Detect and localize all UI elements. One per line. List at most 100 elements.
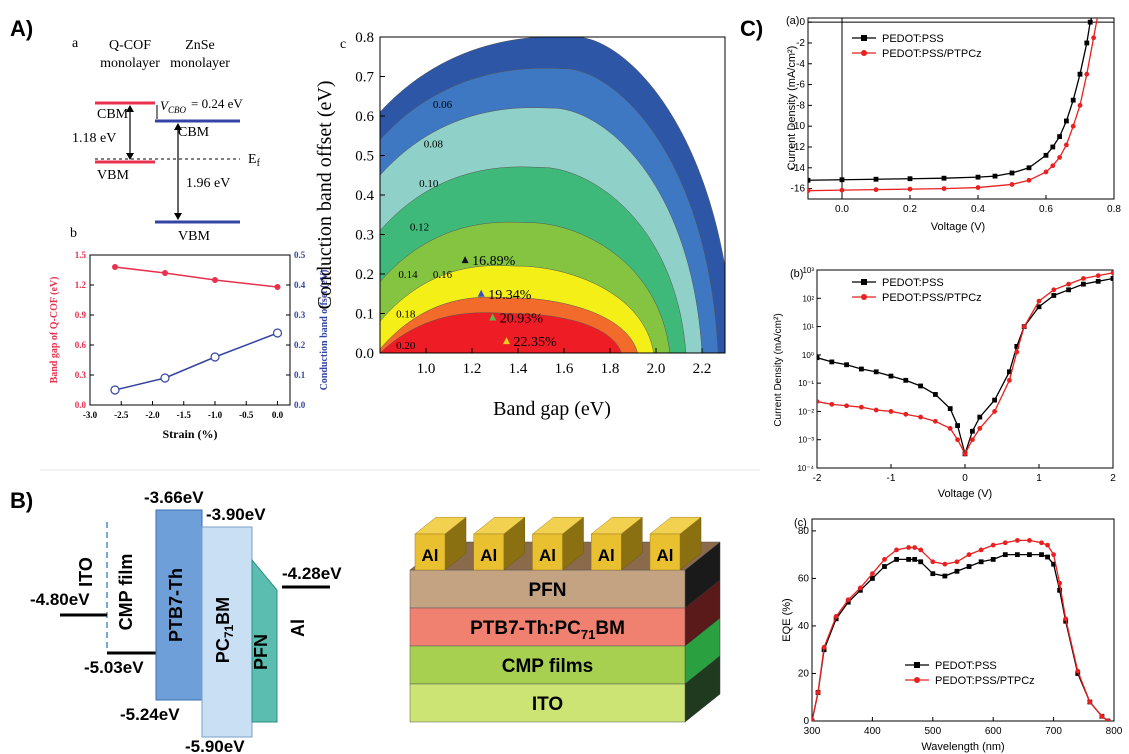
dark-jv-ylabel: Current Density (mA/cm²) <box>773 313 784 426</box>
contour-ytick-label: 0.0 <box>355 346 374 362</box>
dark-jv-chart: (b) -2 -1 0 1 210⁻⁴10⁻³10⁻²10⁻¹10⁰10¹10²10³ … <box>773 266 1116 500</box>
jv-point <box>907 186 913 192</box>
eqe-point <box>833 614 839 619</box>
panel-label-a: A) <box>10 16 33 41</box>
strain-series-line-left <box>114 266 278 288</box>
al-electrode-label: Al <box>539 546 556 565</box>
al-electrode <box>649 533 681 571</box>
eqe-point <box>954 559 960 565</box>
djv-point <box>1066 287 1071 293</box>
al-electrode <box>591 533 622 571</box>
eqe-xtick-label: 600 <box>985 726 1002 737</box>
jv-point <box>941 186 947 191</box>
strain-series-line-right <box>114 332 278 391</box>
eqe-point <box>954 568 960 574</box>
eqe-point <box>1027 537 1032 543</box>
eqe-plot-frame <box>811 518 1115 722</box>
djv-point <box>970 428 975 434</box>
eqe-point <box>1045 554 1050 560</box>
djv-xtick-label: 0 <box>962 473 968 484</box>
djv-xtick-label: -2 <box>813 473 822 484</box>
djv-legend-label: PEDOT:PSS <box>882 277 944 289</box>
strain-xtick-label: 0.0 <box>272 410 284 420</box>
strain-ylabel-right: Conduction band offset (eV) <box>319 270 330 391</box>
djv-point <box>992 397 997 403</box>
jv-point <box>808 177 811 183</box>
contour-ytick-label: 0.7 <box>355 70 374 86</box>
eqe-point <box>1063 616 1069 622</box>
eqe-point <box>1099 713 1105 719</box>
djv-point <box>1066 281 1071 287</box>
contour-xtick-label: 2.0 <box>647 361 666 377</box>
eqe-point <box>882 564 887 569</box>
eqe-legend-label: PEDOT:PSS <box>935 660 997 672</box>
contour-ytick-label: 0.2 <box>355 267 374 283</box>
eqe-point <box>845 597 851 603</box>
djv-point <box>1110 270 1113 276</box>
eqe-legend-marker <box>914 662 920 668</box>
contour-xtick-label: 1.8 <box>601 361 620 377</box>
jv-point <box>1070 123 1076 129</box>
strain-point-left <box>162 270 168 276</box>
djv-point <box>1051 293 1057 298</box>
djv-point <box>933 392 938 397</box>
jv-xtick-label: 0.6 <box>1039 204 1053 215</box>
eqe-point <box>918 547 924 553</box>
eqe-point <box>1039 540 1044 546</box>
jv-point <box>1091 35 1096 41</box>
strain-xtick-label: -0.5 <box>239 410 254 420</box>
djv-point <box>918 414 923 420</box>
eqe-point <box>1039 552 1044 558</box>
eqe-point <box>870 576 875 581</box>
al-electrode-label: Al <box>598 546 615 565</box>
al-electrode-label: Al <box>480 546 497 565</box>
jv-ytick-label: -16 <box>791 184 806 195</box>
pc71bm-top-value: -3.90eV <box>206 505 266 524</box>
eqe-point <box>1075 668 1081 674</box>
device-layer-label: PFN <box>529 580 567 601</box>
jv-point <box>1077 102 1083 108</box>
contour-value-label: 0.06 <box>433 99 453 111</box>
eqe-ytick-label: 40 <box>798 621 810 632</box>
strain-ytick-right-label: 0.1 <box>294 370 306 380</box>
eqe-point <box>1014 552 1020 558</box>
jv-point <box>839 177 845 183</box>
contour-xtick-label: 1.6 <box>555 361 574 377</box>
strain-point-left <box>112 264 118 270</box>
sublabel-cb: (b) <box>790 268 803 280</box>
strain-ytick-right-label: 0.4 <box>294 280 306 290</box>
contour-xlabel: Band gap (eV) <box>493 398 611 420</box>
djv-point <box>859 404 864 410</box>
jv-xtick-label: 0.0 <box>835 204 849 215</box>
eqe-xtick-label: 400 <box>864 726 881 737</box>
contour-ytick-label: 0.1 <box>355 307 374 323</box>
qcof-title-line1: Q-COF <box>109 38 151 53</box>
ito-level-value: -4.80eV <box>30 590 90 609</box>
eqe-ytick-label: 60 <box>798 573 810 584</box>
contour-ytick-label: 0.8 <box>355 30 374 46</box>
pc71bm-label: PC71BM <box>213 597 236 663</box>
contour-value-label: 0.08 <box>424 139 444 151</box>
jv-ylabel: Current Density (mA/cm²) <box>786 46 798 171</box>
eqe-point <box>815 690 821 695</box>
jv-point <box>941 175 947 181</box>
device-layer <box>409 645 686 685</box>
eqe-point <box>906 557 912 562</box>
djv-point <box>888 373 894 379</box>
eqe-point <box>930 571 936 577</box>
jv-point <box>873 187 879 193</box>
strain-xtick-label: -1.0 <box>208 410 223 420</box>
energy-level-diagram: ITO -4.80eV CMP film -5.03eV PTB7-Th -3.… <box>30 488 342 754</box>
eqe-point <box>812 718 815 721</box>
efficiency-label: 16.89% <box>472 254 515 269</box>
gap1-value: 1.18 eV <box>72 131 116 146</box>
qcof-cbm-label: CBM <box>97 107 129 122</box>
efficiency-label: 20.93% <box>500 311 544 326</box>
contour-value-label: 0.10 <box>419 178 439 190</box>
znse-title-line1: ZnSe <box>185 38 215 53</box>
eqe-ytick-label: 0 <box>803 716 809 727</box>
eqe-point <box>990 557 996 562</box>
contour-xtick-label: 1.2 <box>463 361 482 377</box>
pc71bm-bottom-value: -5.90eV <box>185 737 245 754</box>
